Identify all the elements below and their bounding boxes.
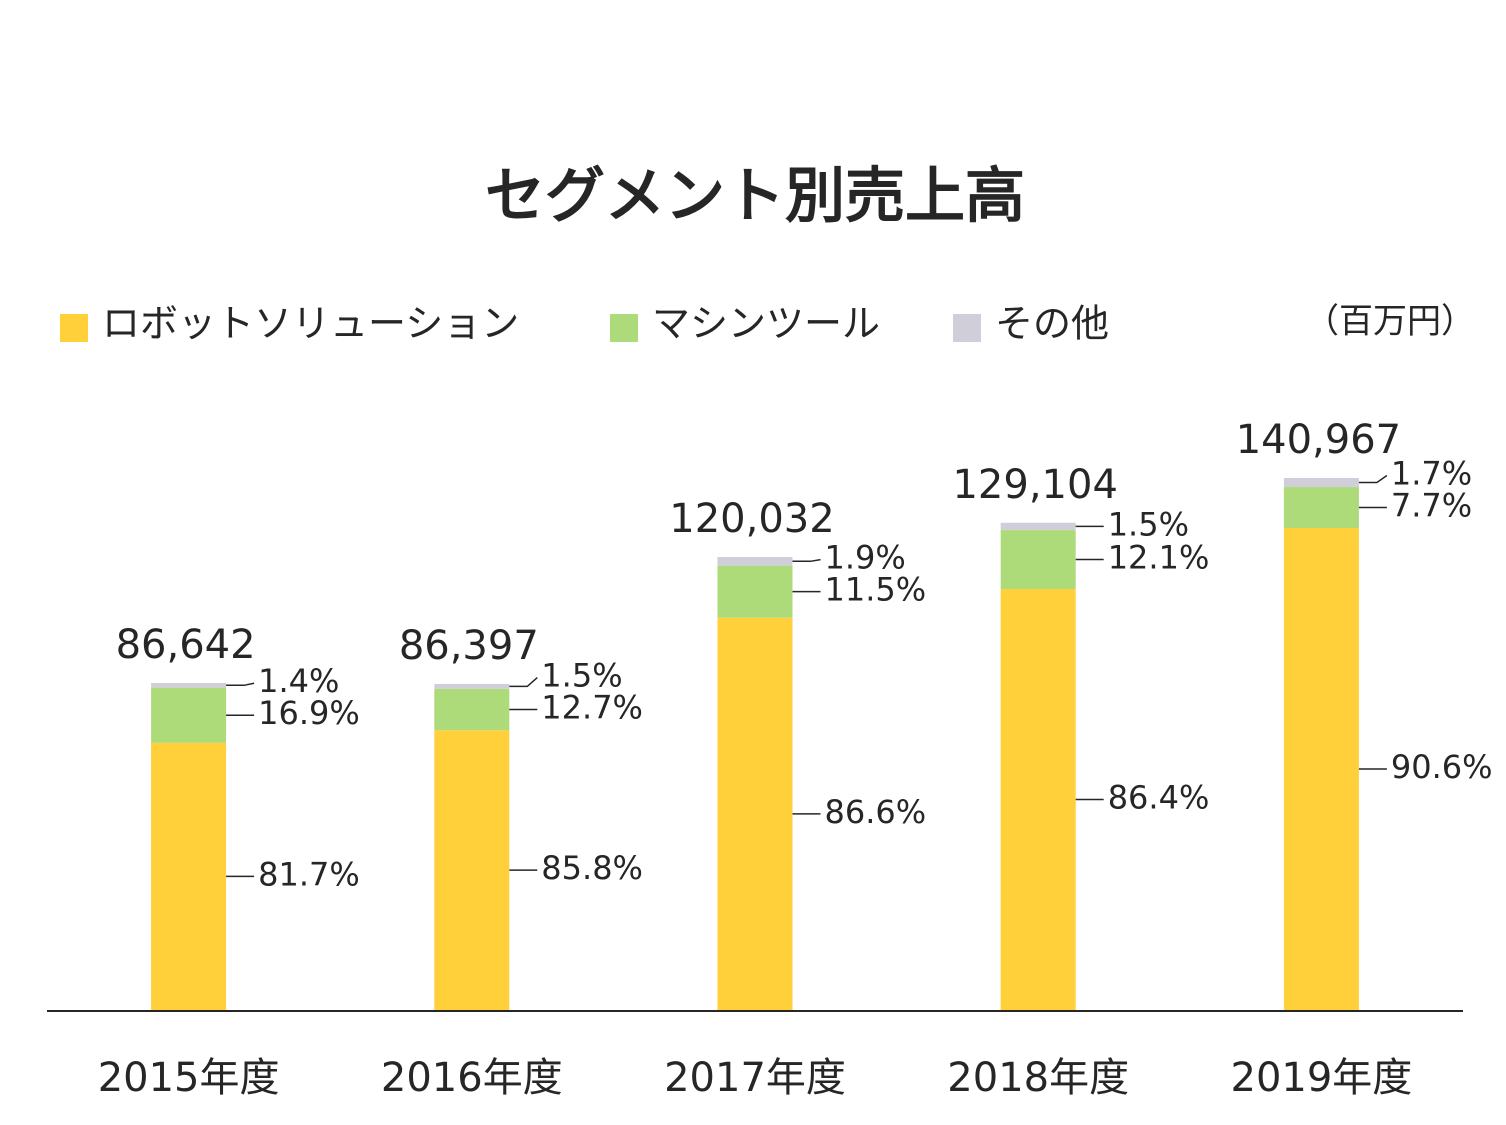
data-label: 81.7% [258,855,360,893]
data-label: 1.9% [825,539,906,577]
legend-swatch [610,314,638,342]
chart-title: セグメント別売上高 [485,162,1025,232]
total-label: 120,032 [669,496,834,542]
legend-swatch [953,314,981,342]
legend-label: マシンツール [652,302,880,346]
x-tick-label: 2019年度 [1231,1055,1413,1101]
bar-segment [717,557,793,566]
bar-segment [1283,487,1359,529]
x-tick-label: 2015年度 [98,1055,280,1101]
bar-segment [1283,528,1359,1010]
bar-segment [717,565,793,618]
data-label: 86.4% [1108,779,1210,817]
data-label: 16.9% [258,694,360,732]
data-label: 11.5% [825,571,927,609]
unit-label: （百万円） [1305,302,1475,342]
bar-segment [717,617,793,1010]
data-label: 86.6% [825,793,927,831]
bar-segment [434,688,510,731]
data-label: 7.7% [1391,487,1472,525]
data-label: 1.5% [541,657,622,695]
data-label: 1.5% [1108,505,1189,543]
leader-line [792,558,821,563]
x-tick-label: 2017年度 [664,1055,846,1101]
legend-label: その他 [995,302,1109,346]
total-label: 140,967 [1236,417,1401,463]
bar-segment [151,683,227,688]
bar-segment [434,683,510,689]
data-label: 1.4% [258,662,339,700]
x-tick-label: 2016年度 [381,1055,563,1101]
data-label: 90.6% [1391,748,1493,786]
bar-segment [434,730,510,1010]
bar-segment [151,687,227,743]
legend-swatch [60,314,88,342]
bar-segment [1000,589,1076,1010]
leader-line [226,682,255,687]
data-label: 1.7% [1391,455,1472,493]
leader-line [1358,474,1388,484]
bar-segment [151,742,227,1010]
data-label: 12.7% [541,689,643,727]
bar-segment [1283,478,1359,488]
bar-segment [1000,530,1076,590]
bar-segment [1000,522,1076,531]
total-label: 129,104 [952,462,1117,508]
legend-label: ロボットソリューション [102,302,519,346]
total-label: 86,397 [399,623,539,669]
data-label: 12.1% [1108,539,1210,577]
leader-line [509,676,538,688]
x-tick-label: 2018年度 [947,1055,1129,1101]
total-label: 86,642 [116,622,256,668]
data-label: 85.8% [541,849,643,887]
